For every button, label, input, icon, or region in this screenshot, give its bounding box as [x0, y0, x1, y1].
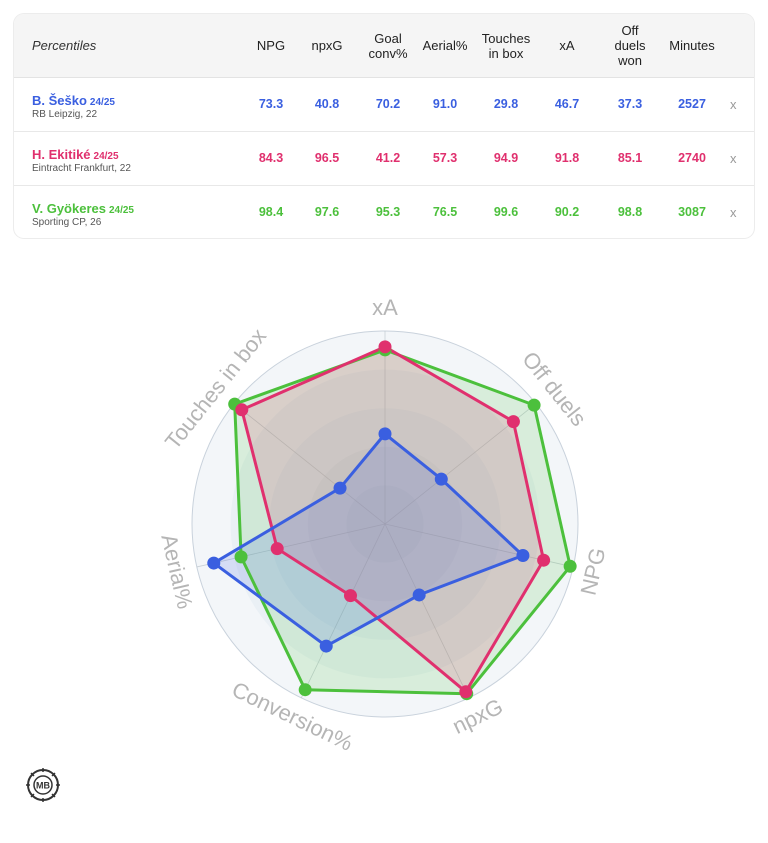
value-goal-conv: 41.2	[375, 151, 401, 165]
value-npxg: 97.6	[314, 205, 340, 219]
series-line	[240, 345, 546, 694]
series-line	[233, 348, 572, 696]
value-npg: 98.4	[258, 205, 284, 219]
axis-label: Aerial%	[156, 532, 197, 611]
data-point	[537, 553, 551, 567]
player-row-ekitike: H. Ekitiké 24/25 Eintracht Frankfurt, 22 …	[14, 132, 754, 186]
value-npxg: 96.5	[314, 151, 340, 165]
value-aerial: 76.5	[432, 205, 458, 219]
data-point	[506, 415, 520, 429]
col-xa[interactable]: xA	[559, 38, 575, 53]
value-off-duels: 98.8	[617, 205, 643, 219]
data-point	[298, 683, 312, 697]
player-club: RB Leipzig, 22	[32, 109, 98, 120]
percentiles-header: Percentiles	[32, 38, 97, 53]
remove-player-button[interactable]: x	[730, 205, 737, 220]
data-point	[333, 481, 347, 495]
radar-spoke	[300, 523, 386, 699]
logo: MB	[26, 768, 60, 802]
player-name[interactable]: H. Ekitiké 24/25	[32, 147, 119, 162]
data-point	[378, 340, 392, 354]
value-touches: 94.9	[493, 151, 519, 165]
data-point	[563, 559, 577, 573]
value-minutes: 3087	[678, 205, 706, 219]
player-row-gyokeres: V. Gyökeres 24/25 Sporting CP, 26 98.4 97…	[14, 186, 754, 238]
series-area	[241, 346, 544, 692]
player-name[interactable]: B. Šeško 24/25	[32, 93, 115, 108]
data-point	[207, 556, 221, 570]
data-point	[378, 427, 392, 441]
player-club: Sporting CP, 26	[32, 217, 102, 228]
data-point	[434, 472, 448, 486]
value-goal-conv: 70.2	[375, 97, 401, 111]
axis-label: xA	[372, 295, 398, 320]
player-row-sesko: B. Šeško 24/25 RB Leipzig, 22 73.3 40.8 7…	[14, 78, 754, 132]
value-aerial: 57.3	[432, 151, 458, 165]
value-npg: 73.3	[258, 97, 284, 111]
value-minutes: 2527	[678, 97, 706, 111]
value-xa: 46.7	[554, 97, 580, 111]
percentiles-table: Percentiles NPG npxG Goal conv% Aerial% …	[14, 14, 754, 238]
player-club: Eintracht Frankfurt, 22	[32, 163, 131, 174]
value-npxg: 40.8	[314, 97, 340, 111]
series-line	[212, 432, 525, 648]
data-point	[343, 589, 357, 603]
data-point	[270, 542, 284, 556]
data-point	[319, 639, 333, 653]
value-off-duels: 85.1	[617, 151, 643, 165]
data-point	[234, 550, 248, 564]
remove-player-button[interactable]: x	[730, 151, 737, 166]
col-touches-in-box[interactable]: Touches in box	[481, 30, 531, 61]
value-minutes: 2740	[678, 151, 706, 165]
value-touches: 99.6	[493, 205, 519, 219]
data-point	[527, 398, 541, 412]
col-npg[interactable]: NPG	[256, 38, 286, 53]
radar-spoke	[196, 523, 386, 568]
svg-text:MB: MB	[36, 781, 50, 791]
value-aerial: 91.0	[432, 97, 458, 111]
remove-player-button[interactable]: x	[730, 97, 737, 112]
data-point	[459, 685, 473, 699]
value-xa: 90.2	[554, 205, 580, 219]
data-point	[235, 403, 249, 417]
series-area	[234, 349, 571, 694]
axis-label: NPG	[575, 545, 610, 597]
col-npxg[interactable]: npxG	[311, 38, 343, 53]
col-off-duels-won[interactable]: Off duels won	[614, 23, 646, 68]
col-minutes[interactable]: Minutes	[669, 38, 715, 53]
col-aerial[interactable]: Aerial%	[422, 38, 468, 53]
col-goal-conv[interactable]: Goal conv%	[368, 30, 408, 61]
player-name[interactable]: V. Gyökeres 24/25	[32, 201, 134, 216]
data-point	[516, 548, 530, 562]
table-header: Percentiles NPG npxG Goal conv% Aerial% …	[14, 14, 754, 78]
value-goal-conv: 95.3	[375, 205, 401, 219]
radar-spoke	[384, 523, 470, 699]
value-xa: 91.8	[554, 151, 580, 165]
value-touches: 29.8	[493, 97, 519, 111]
series-area	[213, 433, 523, 647]
data-point	[412, 588, 426, 602]
value-npg: 84.3	[258, 151, 284, 165]
radar-spoke	[233, 403, 386, 525]
value-off-duels: 37.3	[617, 97, 643, 111]
